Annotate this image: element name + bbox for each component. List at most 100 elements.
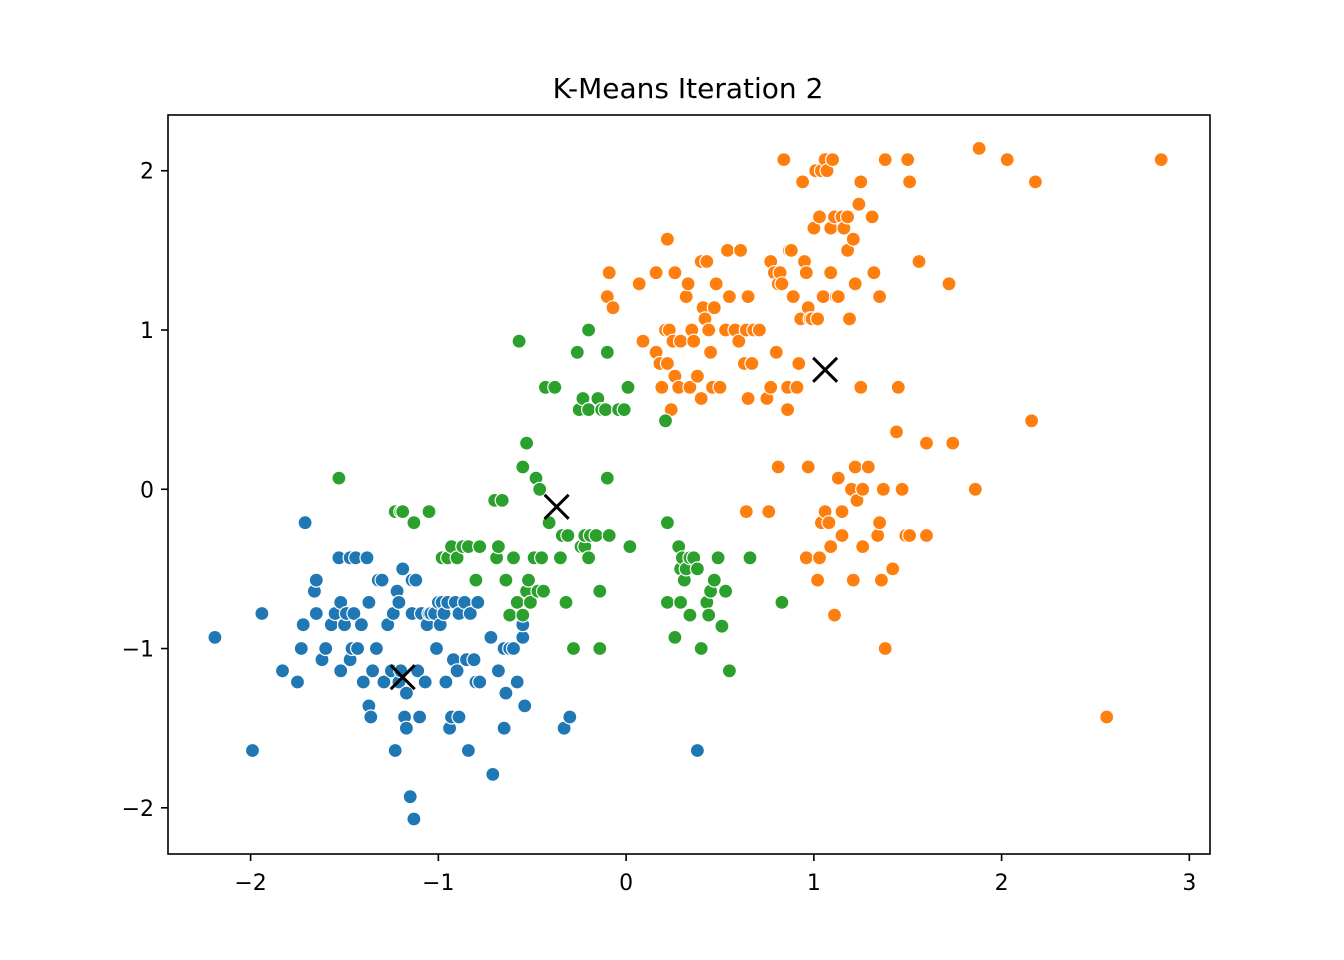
data-point [693,390,709,407]
data-point [672,594,689,611]
data-point [821,515,837,531]
data-point [398,720,414,736]
data-point [552,550,569,566]
data-point [918,527,935,544]
data-point [888,424,905,440]
x-tick-label: 1 [807,871,821,896]
data-point [738,504,754,520]
data-point [701,607,717,623]
x-tick-label: −2 [234,871,266,896]
data-point [289,674,306,690]
data-point [505,640,522,657]
data-point [659,594,676,611]
data-point [365,663,381,679]
data-point [359,550,375,566]
data-point [346,605,362,622]
data-point [744,355,760,372]
data-point [834,527,850,544]
data-point [742,550,758,566]
data-point [971,140,987,156]
centroid-marker [812,356,839,383]
data-point [331,470,347,486]
data-point [870,527,886,544]
data-point [622,538,638,555]
data-point [815,289,831,305]
data-point [776,152,792,168]
data-point [830,289,846,305]
data-point [408,572,424,588]
data-point [498,572,514,588]
data-point [295,617,311,633]
data-point [851,196,867,212]
data-point [520,572,537,588]
plot-frame [167,114,1211,855]
data-point [877,640,893,657]
data-point [689,561,706,577]
centroid-stroke [389,664,416,691]
data-point [522,594,539,611]
data-point [518,435,535,451]
data-point [483,629,499,646]
data-point [834,504,850,520]
data-point [398,685,414,701]
data-point [710,550,726,566]
data-point [395,561,411,577]
data-point [592,583,608,599]
data-point [588,527,604,544]
data-point [620,379,636,395]
data-point [826,607,843,623]
data-point [774,276,790,292]
data-point [706,300,722,316]
data-point [800,459,816,475]
data-point [532,481,548,497]
data-point [502,607,518,623]
centroid-stroke [812,356,839,383]
data-point [1027,174,1044,190]
data-point [293,640,309,657]
data-point [355,674,371,690]
data-point [714,618,730,634]
data-point [875,481,891,497]
data-point [599,344,615,360]
data-point [847,276,863,292]
data-point [350,640,366,657]
data-point [368,640,384,657]
data-point [472,674,488,690]
data-point [657,413,674,429]
data-point [721,289,738,305]
data-point [845,231,861,247]
data-point [438,674,454,690]
data-point [333,663,349,679]
data-point [406,515,422,531]
data-point [361,594,377,611]
data-point [391,594,407,611]
data-point [616,402,632,418]
data-point [845,572,861,588]
data-point [648,265,664,281]
data-point [667,629,683,646]
data-point [560,527,576,544]
data-point [811,209,828,225]
y-tick-label: −1 [122,638,154,663]
data-point [871,289,888,305]
data-point [460,742,476,759]
data-point [402,789,418,805]
data-point [601,527,617,544]
data-point [597,402,614,418]
data-point [740,289,756,305]
y-tick-label: −2 [122,797,154,822]
data-point [466,652,482,668]
data-point [672,333,689,349]
data-point [428,640,445,657]
data-point [659,231,676,247]
data-point [706,572,722,588]
data-point [855,481,871,497]
data-point [798,550,814,566]
data-point [511,333,527,349]
axes-layer: −2 −1 0 1 2 3 −2 −1 0 1 2 [122,114,1211,896]
data-point [667,265,683,281]
data-point [580,550,597,566]
data-point [789,379,805,395]
x-tick-label: 3 [1182,871,1196,896]
